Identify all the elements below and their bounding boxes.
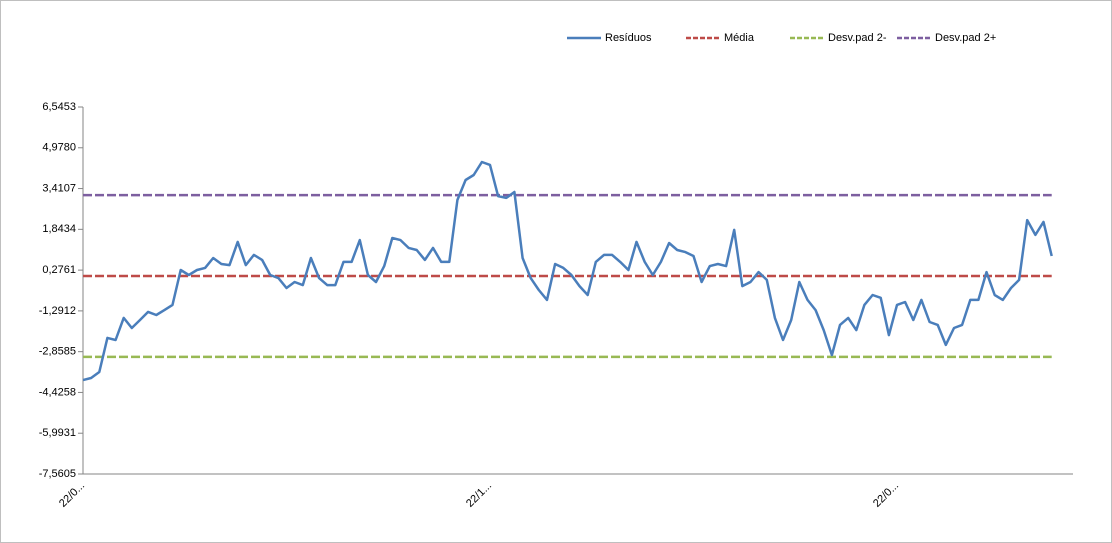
y-tick-label: -7,5605 [39,468,76,480]
y-tick-label: 0,2761 [42,264,76,276]
legend-label: Desv.pad 2- [828,32,887,44]
line-series [82,160,1053,382]
y-tick-label: -2,8585 [39,346,76,358]
legend-label: Média [724,32,755,44]
y-tick-label: -5,9931 [39,427,76,439]
y-tick-label: 1,8434 [42,223,76,235]
y-tick-label: 6,5453 [42,101,76,113]
y-tick-label: 3,4107 [42,182,76,194]
legend-label: Resíduos [605,32,652,44]
y-tick-label: -4,4258 [39,386,76,398]
y-tick-label: -1,2912 [39,305,76,317]
y-tick-label: 4,9780 [42,142,76,154]
legend-label: Desv.pad 2+ [935,32,996,44]
